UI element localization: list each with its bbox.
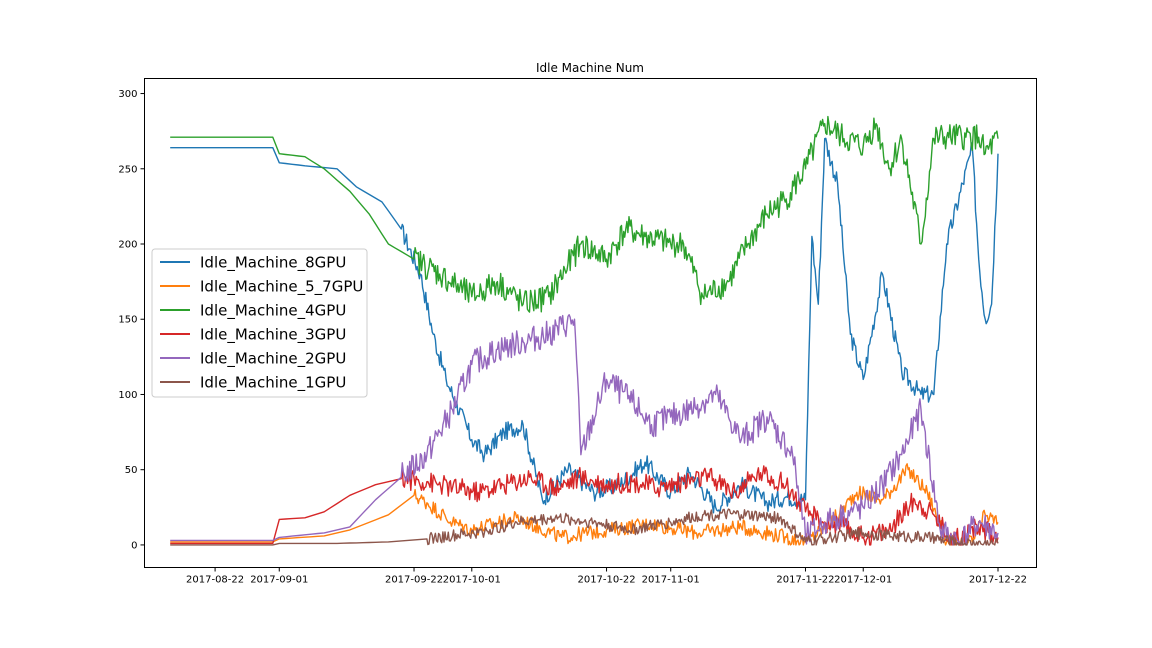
- y-tick-label: 100: [118, 390, 137, 401]
- legend-box: [151, 248, 368, 398]
- legend-label: Idle_Machine_2GPU: [200, 350, 346, 369]
- series-layer: [170, 115, 999, 546]
- legend: Idle_Machine_8GPU Idle_Machine_5_7GPU Idle…: [151, 248, 368, 398]
- x-tick-label: 2017-11-01: [642, 575, 700, 586]
- x-tick-label: 2017-09-22: [385, 575, 443, 586]
- series-line-idle-machine-5-7gpu: [170, 463, 999, 546]
- x-tick-label: 2017-11-22: [776, 575, 834, 586]
- x-tick-label: 2017-12-01: [834, 575, 892, 586]
- series-line-idle-machine-3gpu: [170, 465, 999, 546]
- series-line-idle-machine-8gpu: [170, 137, 999, 514]
- x-tick-label: 2017-09-01: [250, 575, 308, 586]
- legend-label: Idle_Machine_8GPU: [200, 254, 346, 273]
- x-tick-label: 2017-12-22: [969, 575, 1027, 586]
- legend-label: Idle_Machine_4GPU: [200, 302, 346, 321]
- x-tick-label: 2017-08-22: [186, 575, 244, 586]
- y-tick-label: 300: [118, 89, 137, 100]
- series-line-idle-machine-2gpu: [170, 314, 999, 546]
- series-line-idle-machine-4gpu: [170, 115, 999, 313]
- plot-area: [144, 78, 1037, 568]
- y-tick-label: 50: [125, 465, 138, 476]
- y-tick-label: 200: [118, 240, 137, 251]
- y-axis: 0 50 100 150 200 250 300: [118, 89, 145, 551]
- legend-label: Idle_Machine_5_7GPU: [200, 278, 363, 297]
- x-tick-label: 2017-10-22: [577, 575, 635, 586]
- y-tick-label: 250: [118, 164, 137, 175]
- chart-title: Idle Machine Num: [536, 61, 644, 75]
- legend-label: Idle_Machine_3GPU: [200, 326, 346, 345]
- legend-label: Idle_Machine_1GPU: [200, 374, 346, 393]
- y-tick-label: 150: [118, 315, 137, 326]
- series-line-idle-machine-1gpu: [170, 508, 999, 546]
- x-tick-label: 2017-10-01: [443, 575, 501, 586]
- x-axis: 2017-08-22 2017-09-01 2017-09-22 2017-10-01…: [186, 567, 1027, 586]
- y-tick-label: 0: [131, 540, 137, 551]
